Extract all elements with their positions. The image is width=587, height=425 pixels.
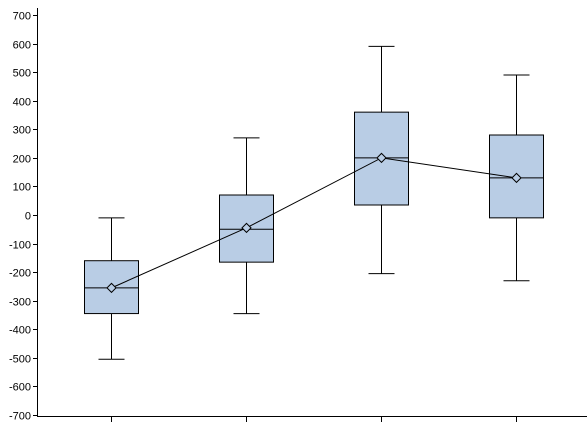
y-tick-label: 700	[13, 11, 31, 23]
mean-marker	[511, 172, 522, 184]
mean-line	[111, 157, 517, 289]
y-tick-label: -200	[9, 268, 31, 280]
mean-marker	[106, 282, 117, 294]
box-1	[84, 217, 139, 360]
y-tick-label: 300	[13, 125, 31, 137]
y-tick-label: 600	[13, 40, 31, 52]
y-tick-label: -700	[9, 411, 31, 423]
y-tick-label: -500	[9, 354, 31, 366]
y-tick-label: -400	[9, 325, 31, 337]
y-tick-label: 0	[25, 211, 31, 223]
y-tick-label: -600	[9, 382, 31, 394]
mean-marker	[241, 222, 252, 234]
y-tick-label: 400	[13, 97, 31, 109]
boxes-group	[84, 45, 544, 360]
y-tick-label: 100	[13, 182, 31, 194]
y-tick-label: 200	[13, 154, 31, 166]
y-tick-label: 500	[13, 68, 31, 80]
mean-marker	[376, 152, 387, 164]
y-tick-label: -100	[9, 240, 31, 252]
y-tick-label: -300	[9, 297, 31, 309]
mean-line-group	[106, 152, 522, 294]
axes-group: 700 600 500 400 300 200 100 0 -100 -200 -300 -400 -5…	[9, 8, 587, 423]
